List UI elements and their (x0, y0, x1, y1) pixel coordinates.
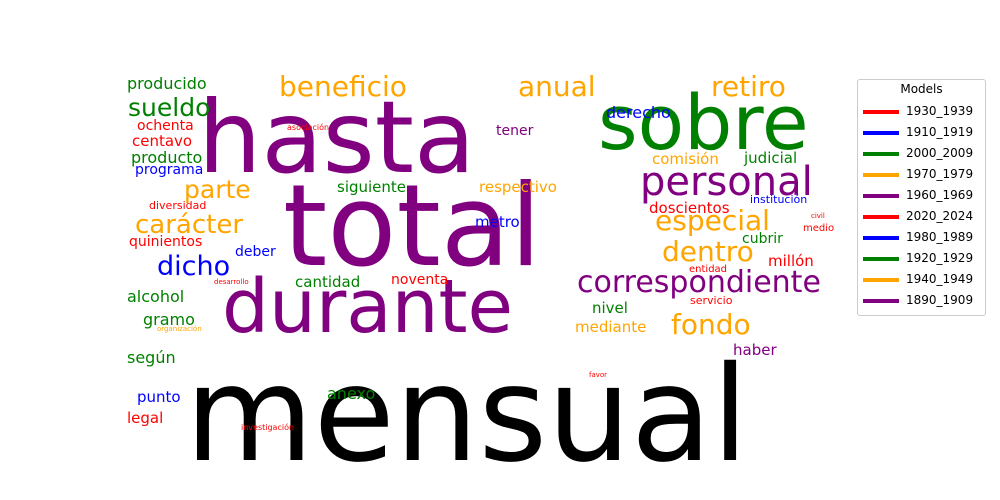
word-cubrir: cubrir (742, 231, 783, 247)
word-noventa: noventa (391, 272, 448, 288)
word-asociación: asociación (287, 122, 329, 132)
word-durante: durante (222, 264, 513, 350)
word-retiro: retiro (711, 70, 786, 103)
legend-swatch (863, 152, 899, 156)
word-respectivo: respectivo (479, 178, 557, 196)
word-judicial: judicial (743, 149, 797, 167)
word-tener: tener (496, 123, 534, 139)
word-medio: medio (803, 223, 834, 234)
legend-item: 1960_1969 (863, 186, 983, 206)
word-metro: metro (475, 213, 520, 231)
word-servicio: servicio (690, 294, 733, 307)
legend-item: 1890_1909 (863, 291, 983, 311)
word-ochenta: ochenta (137, 118, 194, 134)
word-investigación: investigación (241, 422, 294, 432)
word-total: total (283, 160, 541, 292)
legend-swatch (863, 173, 899, 177)
legend-label: 1980_1989 (906, 230, 974, 244)
word-organización: organización (157, 325, 202, 333)
word-mensual: mensual (185, 338, 748, 492)
legend-label: 2000_2009 (906, 146, 974, 160)
word-centavo: centavo (132, 132, 192, 150)
word-anexo: anexo (327, 384, 375, 403)
legend-swatch (863, 278, 899, 282)
word-sueldo: sueldo (128, 93, 210, 122)
word-dentro: dentro (662, 235, 754, 268)
legend-label: 1920_1929 (906, 251, 974, 265)
word-producido: producido (127, 74, 207, 93)
legend-swatch (863, 131, 899, 135)
word-anual: anual (518, 70, 596, 103)
legend-label: 1910_1919 (906, 125, 974, 139)
legend-label: 1960_1969 (906, 188, 974, 202)
legend-item: 1930_1939 (863, 102, 983, 122)
word-favor: favor (589, 371, 607, 379)
legend-swatch (863, 194, 899, 198)
word-deber: deber (235, 244, 276, 260)
legend-swatch (863, 299, 899, 303)
word-haber: haber (733, 341, 777, 359)
word-diversidad: diversidad (149, 199, 206, 212)
word-correspondiente: correspondiente (577, 265, 821, 300)
legend-label: 1890_1909 (906, 293, 974, 307)
legend-label: 2020_2024 (906, 209, 974, 223)
legend-swatch (863, 110, 899, 114)
word-legal: legal (127, 409, 163, 427)
word-sobre: sobre (598, 78, 809, 167)
word-dicho: dicho (157, 251, 230, 282)
word-programa: programa (135, 162, 203, 178)
legend-item: 1940_1949 (863, 270, 983, 290)
word-carácter: carácter (135, 210, 243, 240)
word-gramo: gramo (143, 310, 195, 329)
word-fondo: fondo (671, 308, 751, 341)
legend-label: 1940_1949 (906, 272, 974, 286)
legend-item: 1910_1919 (863, 123, 983, 143)
legend-item: 1980_1989 (863, 228, 983, 248)
word-mediante: mediante (575, 318, 646, 336)
word-doscientos: doscientos (649, 199, 730, 217)
word-hasta: hasta (198, 79, 475, 196)
word-millón: millón (768, 252, 814, 270)
word-parte: parte (184, 175, 251, 204)
legend-item: 2020_2024 (863, 207, 983, 227)
word-institución: institución (750, 193, 807, 206)
word-cantidad: cantidad (295, 273, 360, 291)
legend-swatch (863, 236, 899, 240)
word-derecho: derecho (606, 103, 671, 122)
word-entidad: entidad (689, 264, 727, 275)
word-según: según (127, 348, 176, 367)
word-especial: especial (655, 204, 770, 237)
word-producto: producto (131, 148, 202, 167)
legend-title: Models (900, 82, 943, 96)
word-punto: punto (137, 388, 181, 406)
legend-item: 1920_1929 (863, 249, 983, 269)
word-nivel: nivel (592, 299, 628, 317)
legend-swatch (863, 257, 899, 261)
word-civil: civil (811, 212, 825, 220)
word-comisión: comisión (652, 150, 719, 168)
legend-label: 1970_1979 (906, 167, 974, 181)
word-siguiente: siguiente (337, 178, 406, 196)
word-beneficio: beneficio (279, 70, 407, 103)
word-personal: personal (640, 159, 813, 205)
legend-item: 1970_1979 (863, 165, 983, 185)
legend-label: 1930_1939 (906, 104, 974, 118)
legend-swatch (863, 215, 899, 219)
word-quinientos: quinientos (129, 234, 202, 250)
word-desarrollo: desarrollo (214, 278, 249, 286)
word-alcohol: alcohol (127, 287, 184, 306)
legend: Models 1930_1939 1910_1919 2000_2009 197… (857, 79, 986, 316)
legend-item: 2000_2009 (863, 144, 983, 164)
